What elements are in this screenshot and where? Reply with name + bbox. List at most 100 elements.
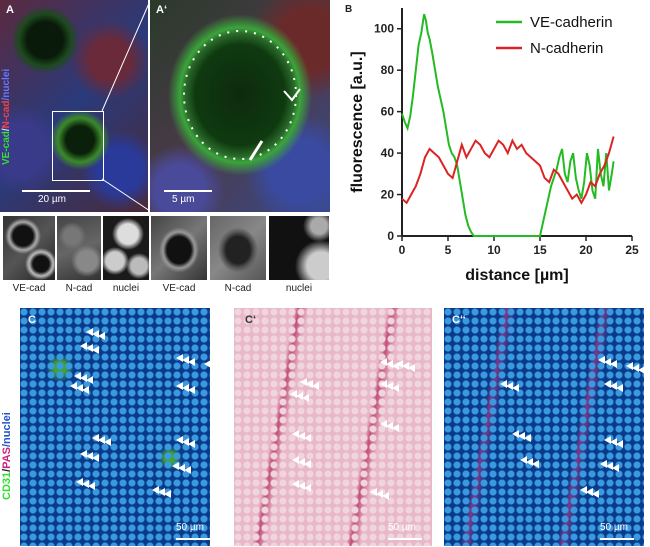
arrowhead-marker [86, 376, 93, 384]
panel-a-nuclei-gray [103, 216, 149, 280]
y-tick-label: 20 [381, 188, 395, 202]
arrowhead-marker [86, 452, 93, 460]
panel-a-scale-text: 20 µm [38, 194, 66, 205]
arrowhead-marker [178, 464, 185, 472]
arrowhead-marker [188, 358, 195, 366]
arrowhead-marker [184, 466, 191, 474]
y-tick-label: 0 [387, 229, 394, 243]
panel-a-prime-nuclei-gray [269, 216, 329, 280]
panel-c-prime-scale-text: 50 µm [388, 522, 416, 533]
arrowhead-marker [392, 362, 399, 370]
arrowhead-marker [600, 460, 607, 468]
x-tick-label: 10 [487, 243, 501, 257]
panel-a-side-label: VE-cad/N-cad/nuclei [1, 68, 12, 165]
arrowhead-marker [86, 328, 93, 336]
x-tick-label: 0 [399, 243, 406, 257]
arrowhead-marker [580, 486, 587, 494]
arrowhead-marker [92, 330, 99, 338]
arrowhead-marker [76, 384, 83, 392]
arrowhead-marker [604, 436, 611, 444]
arrowhead-marker [610, 438, 617, 446]
arrowhead-marker [396, 360, 403, 368]
arrowhead-marker [616, 440, 623, 448]
arrowhead-marker [612, 464, 619, 472]
x-tick-label: 20 [579, 243, 593, 257]
arrowhead-marker [176, 382, 183, 390]
panel-a-prime-ncad-label: N-cad [224, 283, 252, 294]
y-axis-label: fluorescence [a.u.] [349, 51, 366, 192]
series-line-n-cadherin [401, 136, 615, 205]
arrowhead-marker [638, 366, 645, 374]
arrowhead-marker [598, 356, 605, 364]
arrowhead-marker [386, 382, 393, 390]
arrowhead-marker [104, 438, 111, 446]
panel-c-image [20, 308, 210, 546]
arrowhead-marker [520, 456, 527, 464]
arrowhead-marker [298, 432, 305, 440]
arrowhead-marker [92, 346, 99, 354]
arrowhead-marker [296, 392, 303, 400]
panel-a-prime-label: A‘ [156, 4, 167, 16]
arrowhead-marker [86, 344, 93, 352]
arrowhead-marker [74, 372, 81, 380]
panel-a-scale-bar [22, 190, 90, 192]
panel-c-prime-image [234, 308, 432, 546]
x-tick-label: 15 [533, 243, 547, 257]
x-tick-label: 25 [625, 243, 639, 257]
arrowhead-marker [188, 386, 195, 394]
panel-c-scale-text: 50 µm [176, 522, 204, 533]
arrowhead-marker [386, 422, 393, 430]
zoom-lines [101, 0, 151, 212]
arrowhead-marker [370, 488, 377, 496]
arrowhead-marker [616, 384, 623, 392]
arrowhead-marker [626, 362, 633, 370]
panel-a-ncad-label: N-cad [65, 283, 93, 294]
arrowhead-marker [172, 462, 179, 470]
arrowhead-marker [80, 450, 87, 458]
arrowhead-marker [382, 492, 389, 500]
arrowhead-marker [304, 460, 311, 468]
panel-a-vecad-label: VE-cad [12, 283, 46, 294]
arrowhead-marker [82, 480, 89, 488]
arrowhead-marker [92, 454, 99, 462]
arrowhead-marker [300, 378, 307, 386]
arrowhead-marker [182, 438, 189, 446]
arrowhead-marker [380, 420, 387, 428]
panel-a-nuclei-label: nuclei [112, 283, 140, 294]
panel-c-double-prime-scale-text: 50 µm [600, 522, 628, 533]
arrowhead-marker [304, 484, 311, 492]
arrowhead-marker [292, 456, 299, 464]
panel-a-prime-vecad-label: VE-cad [162, 283, 196, 294]
fluorescence-chart: 0 20 40 60 80 100 0 5 10 15 20 25 distance [µm] fluor… [349, 8, 639, 284]
arrowhead-marker [506, 382, 513, 390]
panel-b-label: B [345, 4, 353, 15]
panel-a-prime-vecad-gray [151, 216, 207, 280]
panel-c-side-label: CD31/PAS/nuclei [1, 412, 13, 500]
arrowhead-marker [80, 374, 87, 382]
arrowhead-marker [158, 488, 165, 496]
arrowhead-marker [632, 364, 639, 372]
panel-a-prime-scale-bar [164, 190, 212, 192]
arrowhead-marker [292, 430, 299, 438]
legend-entry-n-cadherin: N-cadherin [530, 40, 603, 57]
panel-a-label: A [6, 4, 14, 16]
arrowhead-marker [302, 394, 309, 402]
arrowhead-marker [376, 490, 383, 498]
panel-c-scale-bar [176, 538, 210, 540]
arrowhead-marker [216, 364, 223, 372]
arrowhead-marker [152, 486, 159, 494]
panel-a-vecad-gray [3, 216, 55, 280]
arrowhead-marker [604, 358, 611, 366]
arrowhead-marker [164, 490, 171, 498]
arrowhead-marker [80, 342, 87, 350]
y-tick-label: 60 [381, 105, 395, 119]
arrowhead-marker [586, 488, 593, 496]
panel-a-prime-nuclei-label: nuclei [285, 283, 313, 294]
arrowhead-marker [610, 382, 617, 390]
arrowhead-marker [392, 424, 399, 432]
panel-a-image [0, 0, 148, 212]
panel-a-prime-scale-text: 5 µm [172, 194, 195, 205]
arrowhead-marker [290, 390, 297, 398]
arrowhead-marker [292, 480, 299, 488]
